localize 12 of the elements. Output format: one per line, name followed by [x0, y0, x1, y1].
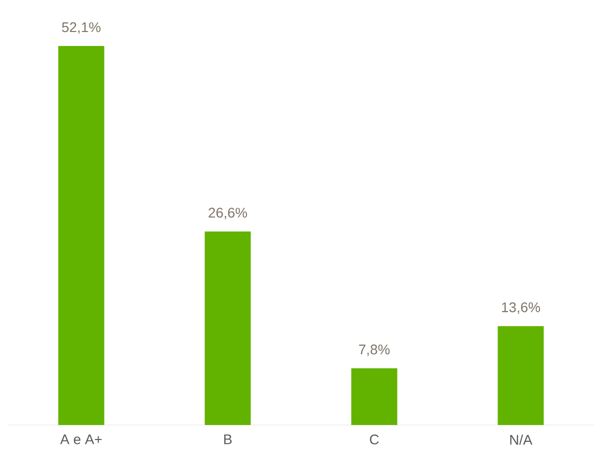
x-tick-label: N/A [510, 434, 532, 445]
x-tick-label: B [224, 434, 232, 444]
data-label: 52,1% [62, 22, 101, 34]
data-label: 7,8% [359, 344, 390, 356]
data-label: 26,6% [208, 208, 248, 220]
x-tick-label: A e A+ [60, 434, 102, 444]
bar [351, 368, 398, 425]
data-label: 13,6% [502, 302, 540, 314]
bar [204, 231, 251, 425]
x-tick-label: C [370, 434, 379, 444]
bar [58, 46, 104, 425]
bar [498, 326, 544, 425]
